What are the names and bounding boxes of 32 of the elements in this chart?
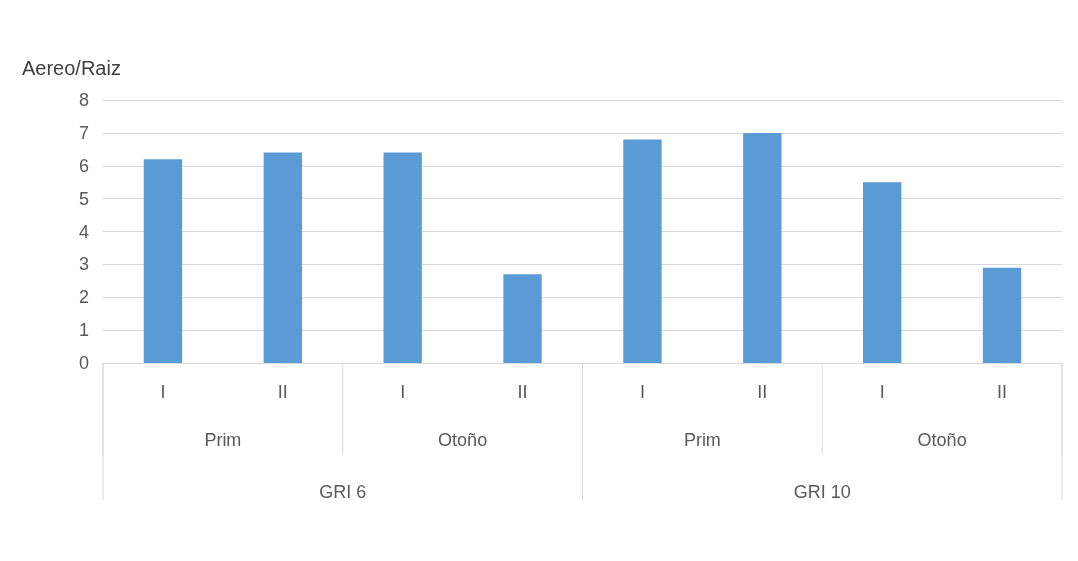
bar — [743, 132, 782, 363]
bar — [383, 152, 422, 363]
y-tick-label: 0 — [78, 353, 89, 373]
x-tick-label: II — [757, 382, 768, 402]
y-tick-label: 7 — [78, 122, 89, 143]
y-tick-label: 8 — [78, 90, 89, 110]
y-tick-label: 3 — [78, 254, 89, 275]
y-tick-label: 5 — [78, 188, 89, 209]
bar — [143, 159, 183, 363]
y-tick-label: 6 — [78, 155, 89, 176]
x-tick-label: I — [400, 382, 406, 402]
y-tick-label: 1 — [78, 320, 89, 341]
bar — [503, 274, 542, 363]
text: GRI 6 — [319, 482, 367, 502]
bar — [982, 267, 1022, 363]
text: Otoño — [438, 430, 488, 450]
x-tick-label: II — [997, 382, 1008, 402]
x-tick-label: II — [277, 382, 288, 402]
bar — [263, 152, 302, 363]
y-tick-label: 4 — [78, 221, 89, 242]
text: Otoño — [917, 430, 967, 450]
x-tick-label: I — [160, 382, 166, 402]
bar — [623, 139, 662, 363]
y-axis-title: Aereo/Raiz — [22, 57, 121, 79]
x-tick-label: I — [639, 382, 645, 402]
text: Prim — [204, 430, 242, 450]
bar — [863, 182, 902, 363]
x-tick-label: I — [879, 382, 885, 402]
text: GRI 10 — [793, 482, 851, 502]
text: Prim — [683, 430, 721, 450]
y-tick-label: 2 — [78, 287, 89, 308]
x-tick-label: II — [517, 382, 528, 402]
